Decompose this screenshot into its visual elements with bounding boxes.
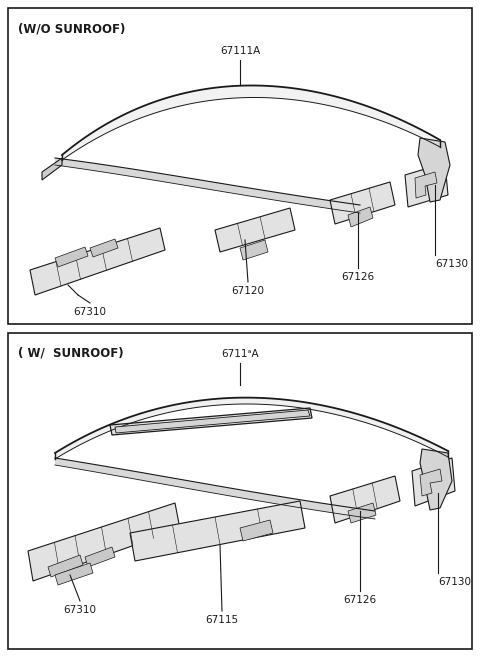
Bar	[8, 333, 472, 649]
Text: 67130: 67130	[438, 577, 471, 587]
Polygon shape	[240, 240, 268, 260]
Polygon shape	[415, 172, 437, 198]
Polygon shape	[30, 228, 165, 295]
Text: 67130: 67130	[435, 259, 468, 269]
Polygon shape	[55, 397, 448, 459]
Text: 67310: 67310	[73, 307, 107, 317]
Polygon shape	[62, 85, 440, 160]
Text: 67111A: 67111A	[220, 46, 260, 56]
Polygon shape	[55, 158, 360, 213]
Polygon shape	[48, 555, 83, 577]
Polygon shape	[418, 138, 450, 202]
Text: 67126: 67126	[343, 595, 377, 605]
Polygon shape	[115, 410, 310, 433]
Polygon shape	[348, 207, 373, 227]
Polygon shape	[412, 458, 455, 506]
Polygon shape	[28, 503, 180, 581]
Polygon shape	[85, 547, 115, 567]
Polygon shape	[240, 520, 273, 541]
Text: ( W/  SUNROOF): ( W/ SUNROOF)	[18, 347, 124, 360]
Text: (W/O SUNROOF): (W/O SUNROOF)	[18, 22, 125, 35]
Polygon shape	[130, 501, 305, 561]
Polygon shape	[90, 239, 118, 257]
Polygon shape	[420, 449, 452, 510]
Polygon shape	[330, 476, 400, 523]
Polygon shape	[215, 208, 295, 252]
Polygon shape	[110, 408, 312, 435]
Text: 67120: 67120	[231, 286, 264, 296]
Polygon shape	[42, 158, 62, 180]
Polygon shape	[330, 182, 395, 224]
Polygon shape	[348, 503, 376, 523]
Bar	[8, 8, 472, 324]
Polygon shape	[420, 469, 442, 496]
Polygon shape	[55, 458, 375, 519]
Text: 67115: 67115	[205, 615, 239, 625]
Text: 67310: 67310	[63, 605, 96, 615]
Text: 67126: 67126	[341, 272, 374, 282]
Polygon shape	[55, 563, 93, 585]
Polygon shape	[55, 247, 88, 267]
Text: 6711ᵃA: 6711ᵃA	[221, 349, 259, 359]
Polygon shape	[405, 163, 448, 207]
